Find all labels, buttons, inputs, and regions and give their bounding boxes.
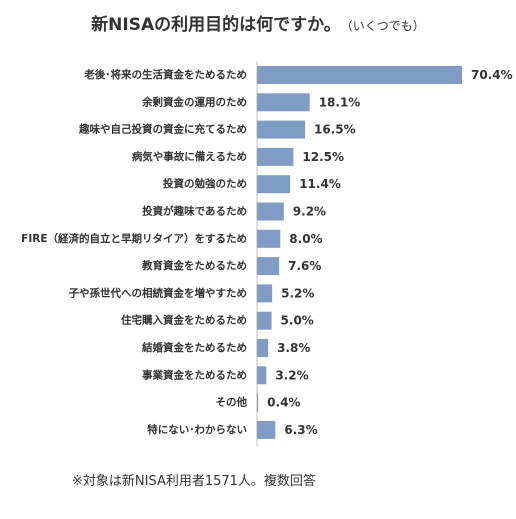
category-label: 趣味や自己投資の資金に充てるため xyxy=(78,123,247,136)
bar xyxy=(257,284,273,303)
bar xyxy=(257,339,269,357)
category-label: 老後･将来の生活資金をためるため xyxy=(83,68,247,81)
bar xyxy=(257,66,462,84)
bar xyxy=(257,420,276,439)
bar xyxy=(257,311,272,330)
value-label: 16.5% xyxy=(314,123,356,137)
value-label: 5.2% xyxy=(281,286,314,300)
bar xyxy=(257,147,294,166)
value-label: 5.0% xyxy=(281,314,314,328)
value-label: 11.4% xyxy=(299,177,341,191)
value-label: 8.0% xyxy=(289,232,322,246)
category-label: その他 xyxy=(216,396,248,409)
value-label: 7.6% xyxy=(288,259,321,273)
category-label: 子や孫世代への相続資金を増やすため xyxy=(69,286,248,299)
value-label: 18.1% xyxy=(319,95,361,109)
bar xyxy=(257,175,291,194)
footnote: ※対象は新NISA利用者1571人。複数回答 xyxy=(72,474,316,489)
category-label: 住宅購入資金をためるため xyxy=(121,314,247,327)
category-label: 事業資金をためるため xyxy=(142,368,247,381)
value-label: 6.3% xyxy=(284,423,317,437)
value-label: 9.2% xyxy=(293,205,326,219)
bar xyxy=(257,366,267,385)
category-label: 結婚資金をためるため xyxy=(142,341,247,354)
bar xyxy=(257,202,284,221)
value-label: 3.8% xyxy=(277,341,310,355)
category-label: 余剰資金の運用のため xyxy=(141,95,247,108)
bar xyxy=(257,393,259,412)
category-label: 投資の勉強のため xyxy=(163,177,247,190)
category-label: 病気や事故に備えるため xyxy=(132,150,247,163)
category-label: 教育資金をためるため xyxy=(141,259,247,272)
value-label: 70.4% xyxy=(471,68,513,82)
category-label: 特にない･わからない xyxy=(147,423,247,436)
bar xyxy=(257,93,310,112)
bar xyxy=(257,120,306,139)
bar xyxy=(257,229,281,248)
chart-subtitle: （いくつでも） xyxy=(346,19,425,33)
category-label: FIRE（経済的自立と早期リタイア）をするため xyxy=(21,232,247,245)
value-label: 12.5% xyxy=(302,150,344,164)
value-label: 0.4% xyxy=(267,396,300,410)
bar xyxy=(257,257,280,276)
category-label: 投資が趣味であるため xyxy=(142,205,247,218)
chart-title-main: 新NISAの利用目的は何ですか。 xyxy=(91,15,341,35)
value-label: 3.2% xyxy=(275,368,308,382)
chart-title: 新NISAの利用目的は何ですか。 （いくつでも） xyxy=(0,10,516,35)
